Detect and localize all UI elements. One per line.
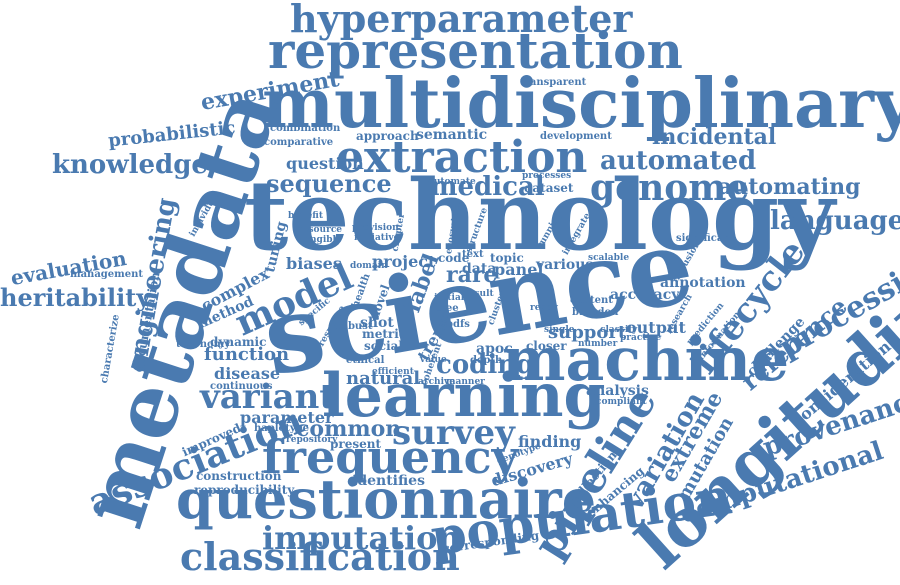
word-apoc: apoc — [476, 341, 513, 357]
word-accuracy: accuracy — [610, 287, 680, 303]
word-management: management — [70, 269, 143, 280]
word-metric: metric — [362, 327, 407, 341]
word-initial: initial — [434, 293, 465, 303]
word-social: social — [364, 339, 403, 353]
word-various: various — [536, 257, 594, 273]
word-classification: classification — [180, 534, 460, 579]
word-development: development — [540, 131, 612, 142]
word-language: language — [770, 206, 900, 236]
word-compliant: compliant — [596, 397, 647, 407]
word-single: single — [544, 325, 575, 335]
word-heritability: heritability — [0, 283, 151, 312]
word-combination: combination — [270, 123, 341, 134]
word-representation: representation — [268, 21, 683, 80]
word-project: project — [372, 252, 436, 271]
word-data: data — [462, 261, 497, 277]
word-transparent: transparent — [520, 77, 587, 88]
word-multidisciplinary: multidisciplinary — [262, 64, 900, 144]
word-repository: repository — [286, 435, 338, 445]
word-manner: manner — [446, 377, 485, 387]
word-scalable: scalable — [588, 253, 630, 263]
word-result: result — [464, 289, 494, 299]
word-ready: ready — [530, 303, 558, 313]
word-reproducibility: reproducibility — [194, 483, 295, 497]
word-dataset: dataset — [524, 181, 574, 195]
word-technology: technology — [244, 159, 835, 272]
word-automating: automating — [718, 174, 861, 200]
word-genome: genome — [590, 167, 750, 209]
word-incidental: incidental — [652, 124, 777, 150]
word-ethical: ethical — [346, 355, 385, 366]
word-function: function — [204, 344, 290, 365]
word-evaluation: evaluation — [8, 246, 129, 290]
word-comparative: comparative — [264, 137, 334, 148]
word-processes: processes — [522, 171, 572, 181]
word-automate: automate — [428, 177, 476, 187]
word-provision: provision — [352, 223, 399, 233]
word-archive: archive — [418, 377, 455, 387]
word-finding: finding — [518, 432, 582, 451]
word-semantic: semantic — [416, 127, 488, 143]
word-disease: disease — [214, 364, 281, 383]
word-text: text — [462, 249, 484, 260]
word-knowledge: knowledge — [52, 150, 208, 180]
word-automated: automated — [600, 146, 757, 176]
word-practice: practice — [620, 333, 662, 343]
word-approach: approach — [356, 129, 419, 143]
word-output: output — [626, 318, 686, 337]
word-frequency: frequency — [262, 430, 519, 484]
word-taxonomy: taxonomy — [176, 339, 231, 350]
word-domain: domain — [350, 261, 388, 271]
word-imputation: imputation — [262, 519, 461, 557]
word-pdfs: pdfs — [446, 319, 470, 330]
word-biases: biases — [286, 254, 342, 273]
word-construction: construction — [196, 469, 282, 483]
word-survey: survey — [392, 413, 515, 453]
word-present: present — [330, 437, 382, 451]
word-significant: significant — [676, 233, 736, 244]
word-identifies: identifies — [352, 473, 425, 489]
word-annotation: annotation — [660, 275, 746, 291]
word-tree: tree — [436, 303, 459, 314]
word-benefit: benefit — [288, 211, 323, 221]
word-sequence: sequence — [266, 169, 392, 198]
word-code: code — [438, 251, 470, 265]
word-closer: closer — [526, 339, 567, 353]
word-content: content — [570, 295, 613, 306]
word-medical: medical — [430, 172, 545, 202]
word-haplotype: haplotype — [254, 423, 309, 434]
word-coding: coding — [436, 350, 535, 380]
word-hyperparameter: hyperparameter — [290, 0, 633, 41]
word-questionnaire: questionnaire — [176, 467, 597, 531]
word-common: common — [296, 416, 402, 442]
word-panel: panel — [494, 260, 544, 279]
word-analysis: analysis — [586, 383, 649, 399]
word-support: support — [548, 322, 627, 343]
word-variant: variant — [200, 377, 336, 417]
word-parameter: parameter — [240, 408, 334, 427]
word-topic: topic — [490, 251, 524, 265]
word-shot: shot — [360, 315, 394, 331]
word-number: number — [578, 339, 618, 349]
word-depth: depth — [470, 355, 503, 366]
word-basedon: basedon — [572, 307, 619, 318]
word-robust: robust — [336, 321, 373, 332]
word-natural: natural — [346, 368, 421, 389]
word-efficient: efficient — [372, 367, 414, 377]
word-question: question — [286, 154, 364, 173]
word-classify: classify — [600, 325, 638, 335]
word-continuous: continuous — [210, 381, 273, 392]
word-resource: resource — [298, 225, 343, 235]
word-initiative: initiative — [354, 233, 400, 243]
word-learning: learning — [322, 361, 606, 431]
word-rare: rare — [446, 262, 498, 288]
word-machine: machine — [502, 325, 790, 395]
word-extraction: extraction — [336, 132, 588, 183]
word-tangible: tangible — [300, 235, 342, 245]
word-value: value — [420, 355, 447, 365]
word-dynamic: dynamic — [210, 335, 267, 349]
